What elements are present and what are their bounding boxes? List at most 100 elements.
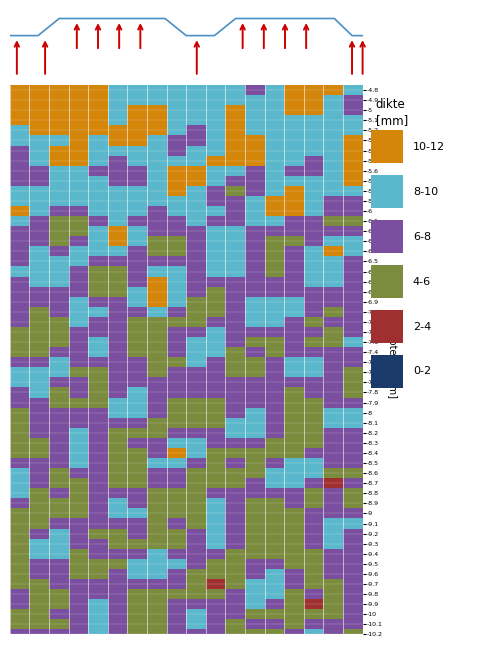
Bar [206,368,225,377]
Bar [147,559,167,569]
Bar [167,508,186,519]
Bar [206,498,225,508]
Bar [186,508,206,519]
Bar [167,135,186,145]
Bar [304,508,323,519]
Bar [69,508,88,519]
Bar [186,115,206,126]
Bar [186,478,206,489]
Bar [49,165,69,176]
Bar [108,398,127,407]
Bar [206,286,225,297]
Bar [284,619,304,629]
Bar [108,629,127,640]
Bar [10,266,29,277]
Bar [69,569,88,579]
Bar [265,95,284,105]
Bar [284,85,304,95]
Bar [206,528,225,539]
Bar [323,176,343,186]
Bar [147,438,167,448]
Bar [245,317,265,327]
Bar [343,599,363,609]
Bar [265,458,284,468]
Bar [186,337,206,347]
Bar [167,85,186,95]
Bar [323,508,343,519]
Bar [49,126,69,135]
Bar [186,519,206,528]
Bar [10,498,29,508]
Text: 4-6: 4-6 [413,277,431,286]
Bar [49,196,69,206]
Bar [323,458,343,468]
Bar [343,95,363,105]
Bar [29,428,49,438]
Bar [284,196,304,206]
Bar [127,428,147,438]
Bar [284,206,304,216]
Bar [304,156,323,165]
Bar [284,549,304,559]
Bar [225,468,245,478]
Bar [323,206,343,216]
Bar [167,165,186,176]
Bar [245,489,265,498]
Bar [265,256,284,266]
Bar [186,145,206,156]
Bar [49,105,69,115]
Bar [304,256,323,266]
Bar [147,126,167,135]
Bar [304,277,323,286]
Bar [167,498,186,508]
Bar [127,357,147,368]
Bar [10,478,29,489]
Bar [304,95,323,105]
Bar [343,347,363,357]
Bar [167,226,186,236]
Bar [108,317,127,327]
Bar [186,579,206,589]
Bar [284,337,304,347]
Bar [29,549,49,559]
Bar [225,458,245,468]
Bar [206,448,225,458]
Bar [147,105,167,115]
Bar [245,327,265,337]
Bar [206,458,225,468]
Bar [343,478,363,489]
Bar [49,398,69,407]
Bar [10,115,29,126]
Bar [10,489,29,498]
Bar [69,528,88,539]
Bar [323,337,343,347]
Bar [147,448,167,458]
Bar [265,438,284,448]
Bar [10,619,29,629]
Bar [323,489,343,498]
Bar [225,176,245,186]
Bar [10,458,29,468]
Bar [108,559,127,569]
Bar [69,135,88,145]
Bar [225,478,245,489]
Bar [29,377,49,387]
Bar [323,448,343,458]
Bar [127,165,147,176]
Bar [245,286,265,297]
Bar [343,589,363,599]
Bar [108,256,127,266]
Bar [10,629,29,640]
Bar [88,619,108,629]
Bar [323,247,343,256]
Bar [245,629,265,640]
Bar [225,599,245,609]
Bar [69,95,88,105]
Bar [206,599,225,609]
Bar [265,549,284,559]
Bar [49,458,69,468]
Bar [167,619,186,629]
Bar [225,236,245,247]
Bar [167,519,186,528]
Bar [343,569,363,579]
